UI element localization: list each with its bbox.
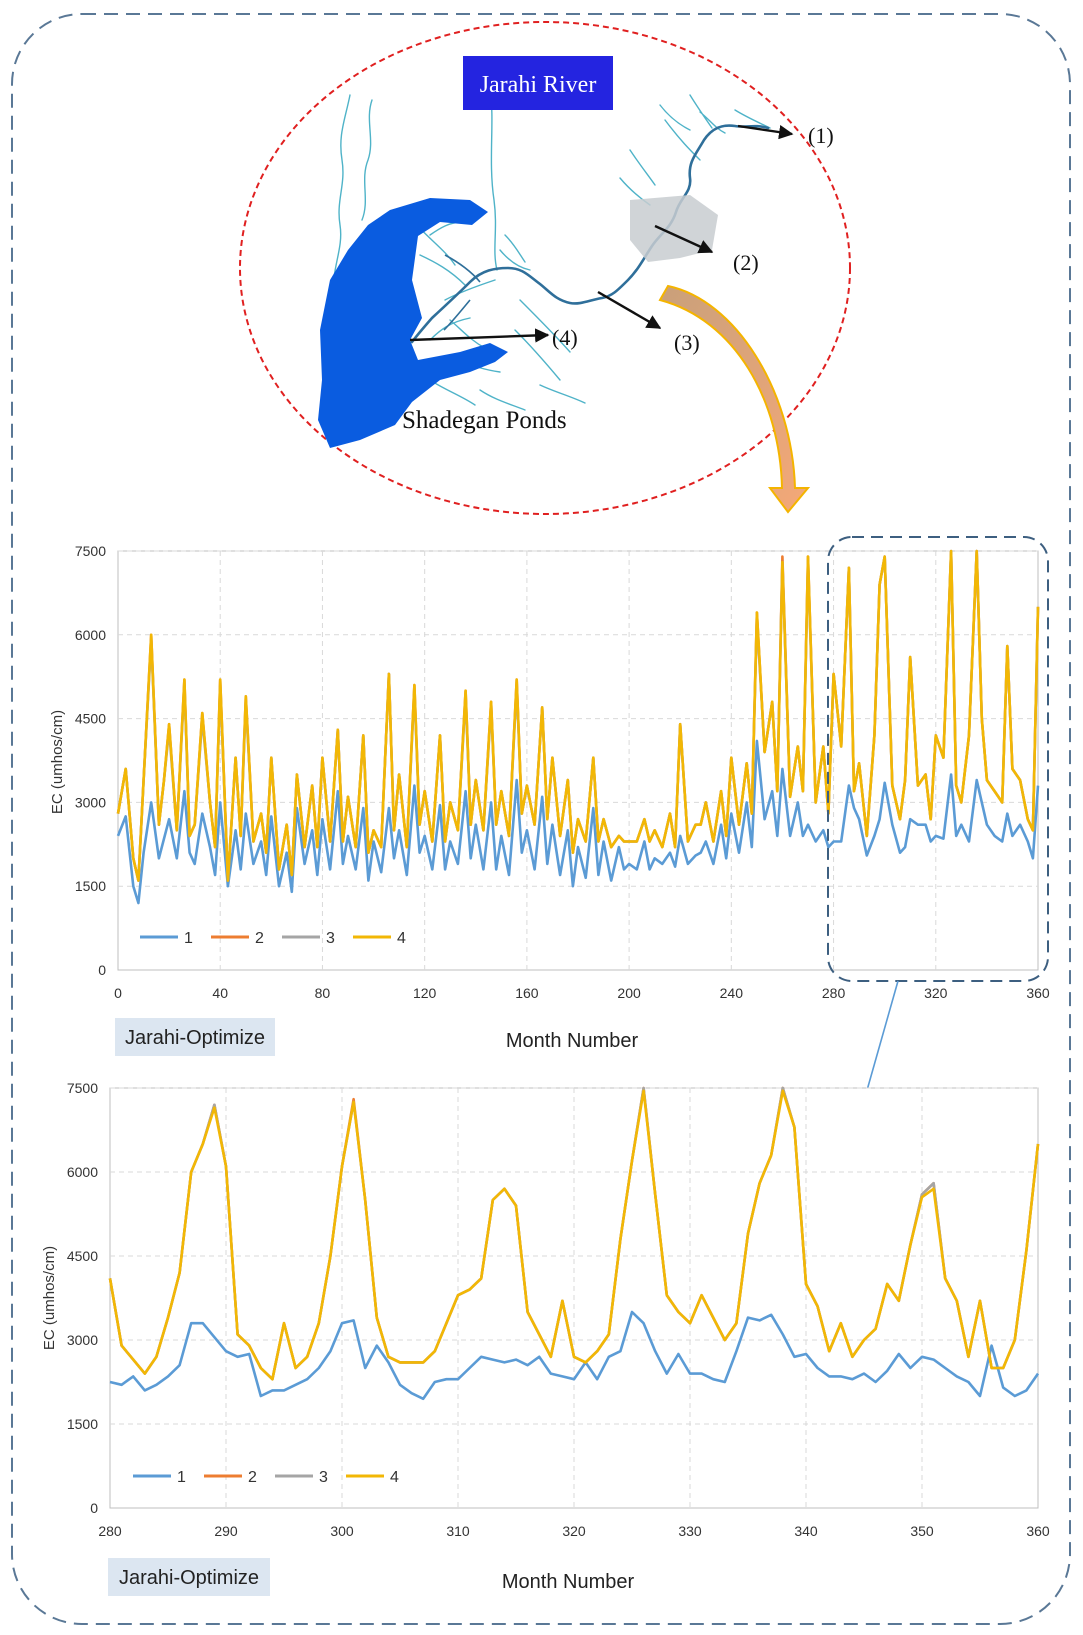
x-tick-label: 40 bbox=[212, 985, 228, 1001]
chart2-legend: 1 2 3 4 bbox=[133, 1469, 399, 1486]
x-tick-label: 340 bbox=[794, 1523, 818, 1539]
legend-label-3: 3 bbox=[319, 1469, 328, 1486]
y-tick-label: 3000 bbox=[75, 794, 106, 810]
x-tick-label: 160 bbox=[515, 985, 539, 1001]
y-tick-label: 6000 bbox=[67, 1164, 98, 1180]
y-tick-label: 0 bbox=[98, 962, 106, 978]
x-tick-label: 280 bbox=[822, 985, 846, 1001]
series-line-1 bbox=[116, 739, 1040, 905]
legend-label-4: 4 bbox=[390, 1469, 399, 1486]
legend-label-2: 2 bbox=[255, 930, 264, 947]
legend-label-2: 2 bbox=[248, 1469, 257, 1486]
y-tick-label: 7500 bbox=[67, 1080, 98, 1096]
x-tick-label: 280 bbox=[98, 1523, 122, 1539]
x-tick-label: 330 bbox=[678, 1523, 702, 1539]
chart1-plot-area bbox=[117, 550, 1039, 971]
chart1-legend: 1 2 3 4 bbox=[140, 930, 406, 947]
series-line-4 bbox=[108, 1089, 1040, 1381]
chart1-xlabel: Month Number bbox=[506, 1030, 639, 1052]
y-tick-label: 7500 bbox=[75, 543, 106, 559]
x-tick-label: 360 bbox=[1026, 1523, 1050, 1539]
map-ellipse bbox=[239, 21, 851, 515]
y-tick-label: 0 bbox=[90, 1500, 98, 1516]
station-3-label: (3) bbox=[674, 330, 700, 355]
y-tick-label: 4500 bbox=[75, 711, 106, 727]
station-2-label: (2) bbox=[733, 250, 759, 275]
chart2-panel-label-bg bbox=[108, 1558, 270, 1596]
chart2-panel-label: Jarahi-Optimize bbox=[119, 1567, 259, 1589]
y-tick-label: 4500 bbox=[67, 1248, 98, 1264]
x-tick-label: 300 bbox=[330, 1523, 354, 1539]
shadegan-ponds bbox=[318, 198, 508, 448]
y-tick-label: 1500 bbox=[67, 1416, 98, 1432]
chart1-ylabel: EC (umhos/cm) bbox=[49, 710, 66, 814]
map-title: Jarahi River bbox=[480, 72, 597, 98]
x-tick-label: 310 bbox=[446, 1523, 470, 1539]
chart1-zoom-box bbox=[827, 536, 1049, 982]
x-tick-label: 80 bbox=[315, 985, 331, 1001]
map-title-box bbox=[463, 56, 613, 110]
station-4-arrow bbox=[409, 328, 550, 343]
curved-arrow bbox=[658, 284, 811, 514]
x-tick-label: 120 bbox=[413, 985, 437, 1001]
ponds-label: Shadegan Ponds bbox=[402, 407, 567, 434]
y-tick-label: 1500 bbox=[75, 878, 106, 894]
station-3-arrow bbox=[597, 290, 662, 330]
outer-frame bbox=[11, 13, 1071, 1625]
x-tick-label: 320 bbox=[562, 1523, 586, 1539]
gray-region bbox=[630, 195, 718, 262]
x-tick-label: 350 bbox=[910, 1523, 934, 1539]
x-tick-label: 240 bbox=[720, 985, 744, 1001]
station-4-label: (4) bbox=[552, 325, 578, 350]
x-tick-label: 0 bbox=[114, 985, 122, 1001]
y-tick-label: 3000 bbox=[67, 1332, 98, 1348]
station-1-arrow bbox=[737, 124, 794, 140]
station-2-arrow bbox=[654, 224, 714, 254]
series-line-4 bbox=[116, 549, 1040, 882]
chart1-panel-label-bg bbox=[115, 1018, 275, 1056]
tributaries bbox=[325, 89, 771, 431]
main-river bbox=[410, 124, 770, 344]
chart-full-period: 0 1500 3000 4500 6000 7500 0 40 80 120 160 200 240 28… bbox=[49, 536, 1050, 1126]
chart2-xlabel: Month Number bbox=[502, 1571, 635, 1593]
y-tick-label: 6000 bbox=[75, 627, 106, 643]
legend-label-3: 3 bbox=[326, 930, 335, 947]
x-tick-label: 200 bbox=[617, 985, 641, 1001]
x-tick-label: 290 bbox=[214, 1523, 238, 1539]
chart1-panel-label: Jarahi-Optimize bbox=[125, 1027, 265, 1049]
series-line-1 bbox=[109, 1310, 1040, 1401]
river-map: Jarahi River Shadegan Ponds (1) (2) (3) … bbox=[239, 21, 851, 515]
legend-label-1: 1 bbox=[177, 1469, 186, 1486]
x-tick-label: 320 bbox=[924, 985, 948, 1001]
chart2-ylabel: EC (umhos/cm) bbox=[41, 1246, 58, 1350]
legend-label-1: 1 bbox=[184, 930, 193, 947]
x-tick-label: 360 bbox=[1026, 985, 1050, 1001]
legend-label-4: 4 bbox=[397, 930, 406, 947]
chart-zoomed-period: 0 1500 3000 4500 6000 7500 280 290 300 310 320 330 3… bbox=[41, 1080, 1050, 1596]
station-1-label: (1) bbox=[808, 123, 834, 148]
